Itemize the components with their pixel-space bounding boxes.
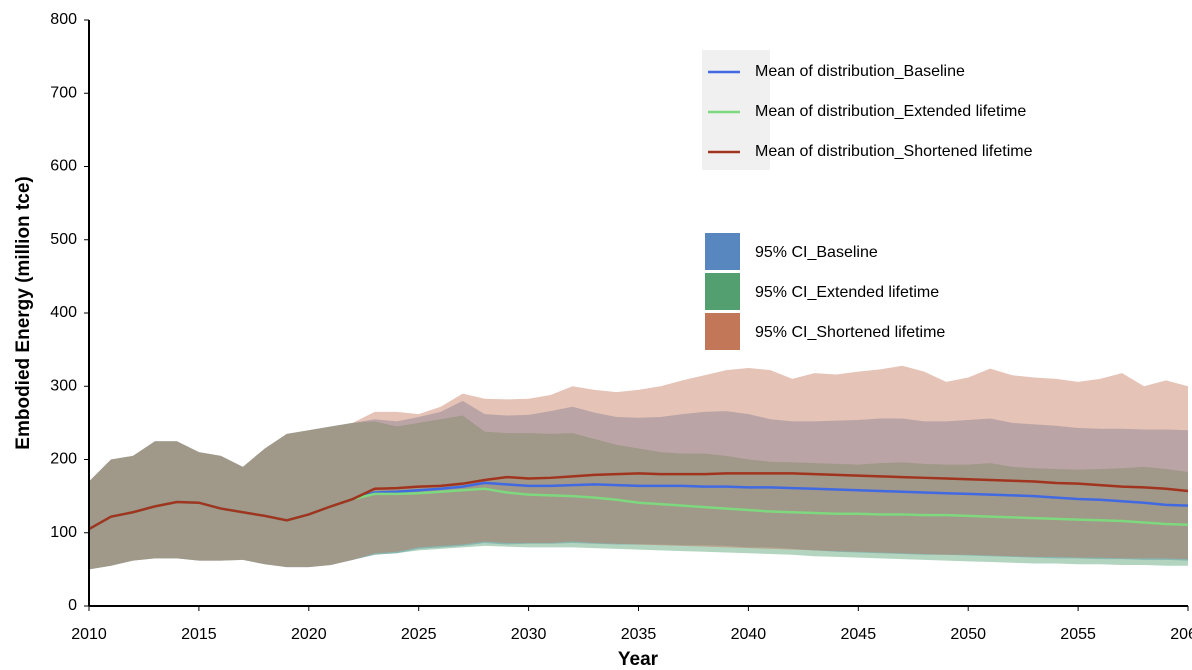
y-axis-title: Embodied Energy (million tce): [13, 176, 34, 449]
x-tick-label: 2015: [181, 626, 217, 643]
x-tick-label: 2050: [950, 626, 986, 643]
x-tick-label: 2060: [1170, 626, 1192, 643]
legend-label: Mean of distribution_Baseline: [755, 63, 965, 80]
y-tick-label: 600: [50, 158, 77, 175]
legend-swatch: [705, 313, 740, 350]
legend-swatch: [705, 233, 740, 270]
x-tick-label: 2045: [841, 626, 877, 643]
legend-label: 95% CI_Extended lifetime: [755, 284, 939, 301]
ci-band: [89, 365, 1188, 570]
y-tick-label: 0: [68, 597, 77, 614]
legend-label: Mean of distribution_Extended lifetime: [755, 103, 1026, 120]
x-tick-label: 2035: [621, 626, 657, 643]
x-tick-label: 2025: [401, 626, 437, 643]
legend-background: [702, 50, 770, 170]
x-tick-label: 2030: [511, 626, 547, 643]
x-tick-label: 2055: [1060, 626, 1096, 643]
x-tick-label: 2010: [71, 626, 107, 643]
x-tick-label: 2020: [291, 626, 327, 643]
y-tick-label: 400: [50, 304, 77, 321]
x-axis-title: Year: [618, 649, 659, 670]
legend-label: Mean of distribution_Shortened lifetime: [755, 143, 1033, 160]
legend-label: 95% CI_Shortened lifetime: [755, 324, 945, 341]
y-tick-label: 800: [50, 11, 77, 28]
legend-label: 95% CI_Baseline: [755, 244, 878, 261]
y-tick-label: 700: [50, 84, 77, 101]
y-tick-label: 100: [50, 524, 77, 541]
y-tick-label: 500: [50, 231, 77, 248]
x-tick-label: 2040: [731, 626, 767, 643]
ci-band: [89, 415, 1188, 570]
mean-line: [88, 472, 1189, 531]
y-tick-label: 200: [50, 451, 77, 468]
y-tick-label: 300: [50, 377, 77, 394]
legend-swatch: [705, 273, 740, 310]
